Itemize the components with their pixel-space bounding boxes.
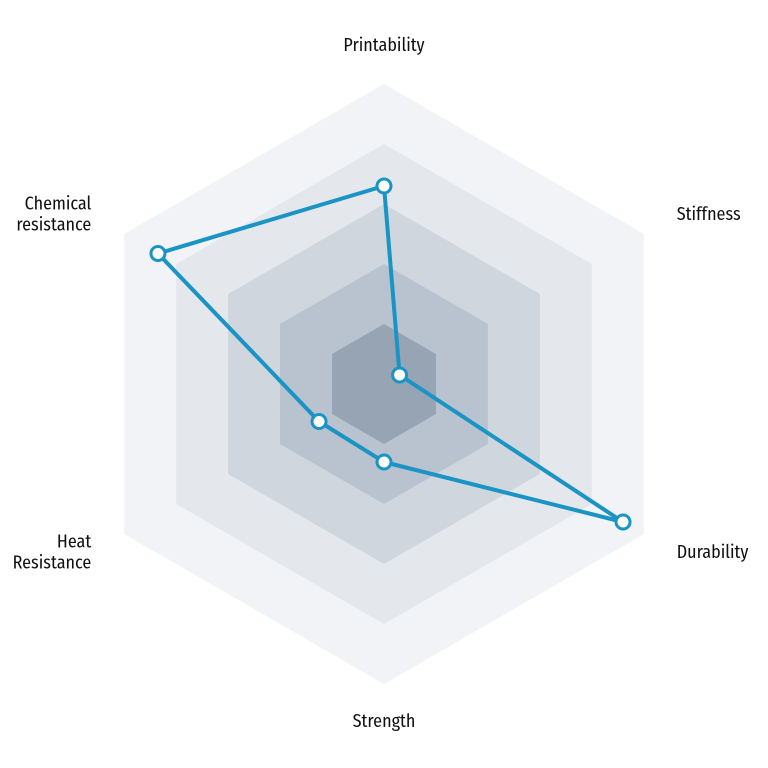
- axis-label-strength: Strength: [353, 710, 416, 732]
- axis-label-chemical_resistance: Chemicalresistance: [16, 192, 91, 235]
- axis-label-durability: Durability: [677, 541, 749, 563]
- axis-label-heat_resistance: HeatResistance: [13, 530, 92, 573]
- radar-marker-chemical_resistance: [151, 247, 165, 261]
- radar-chart: Printability Stiffness Durability Strength H…: [0, 0, 768, 768]
- radar-marker-stiffness: [393, 368, 407, 382]
- radar-marker-durability: [616, 515, 630, 529]
- radar-marker-printability: [377, 179, 391, 193]
- axis-label-stiffness: Stiffness: [677, 203, 741, 225]
- axis-label-printability: Printability: [343, 34, 424, 56]
- radar-marker-heat_resistance: [312, 415, 326, 429]
- radar-marker-strength: [377, 455, 391, 469]
- radar-rings: [124, 84, 644, 684]
